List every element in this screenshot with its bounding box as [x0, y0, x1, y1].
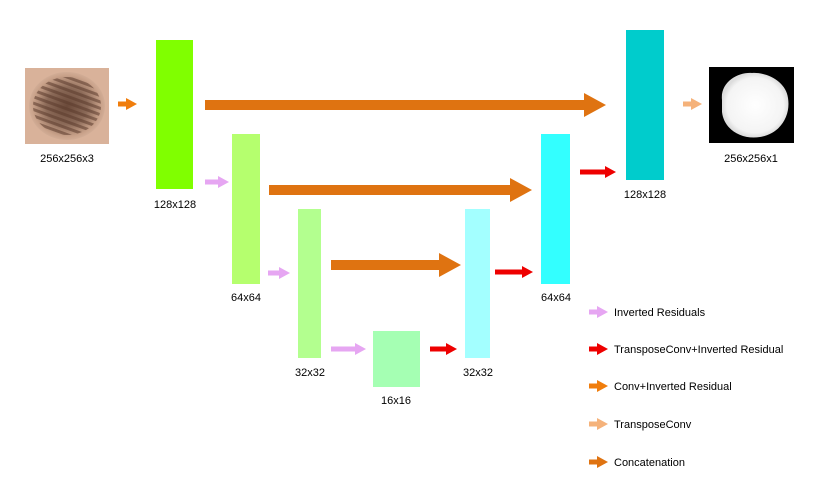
decoder-block-32-label: 32x32	[463, 367, 493, 379]
concatenation-arrow-64	[269, 178, 532, 202]
legend-label-transpose-conv: TransposeConv	[614, 419, 692, 431]
legend-arrow-conv-inverted	[589, 380, 608, 392]
legend-label-conv-inverted: Conv+Inverted Residual	[614, 381, 732, 393]
legend-arrow-transpose-inverted	[589, 343, 608, 355]
legend-label-inverted-residuals: Inverted Residuals	[614, 307, 706, 319]
input-image	[25, 68, 109, 144]
legend-arrow-inverted-residuals	[589, 306, 608, 318]
legend-arrow-concatenation	[589, 456, 608, 468]
transpose-inverted-arrow-1	[430, 343, 457, 355]
decoder-block-128-label: 128x128	[624, 189, 666, 201]
bottleneck-block-16	[373, 331, 420, 387]
legend-label-concatenation: Concatenation	[614, 457, 685, 469]
encoder-block-32	[298, 209, 321, 358]
encoder-block-128	[156, 40, 193, 189]
encoder-block-32-label: 32x32	[295, 367, 325, 379]
inverted-residual-arrow-3	[331, 343, 366, 355]
conv-inverted-arrow-input	[118, 98, 137, 110]
decoder-block-64	[541, 134, 570, 284]
legend: Inverted Residuals TransposeConv+Inverte…	[614, 307, 783, 469]
output-image-label: 256x256x1	[724, 153, 778, 165]
concatenation-arrow-32	[331, 253, 461, 277]
input-image-label: 256x256x3	[40, 153, 94, 165]
decoder-block-32	[465, 209, 490, 358]
inverted-residual-arrow-2	[268, 267, 290, 279]
concatenation-arrow-128	[205, 93, 606, 117]
legend-label-transpose-inverted: TransposeConv+Inverted Residual	[614, 344, 783, 356]
transpose-inverted-arrow-2	[495, 266, 533, 278]
output-mask-image	[709, 67, 794, 143]
legend-arrow-transpose-conv	[589, 418, 608, 430]
encoder-block-128-label: 128x128	[154, 199, 196, 211]
decoder-block-128	[626, 30, 664, 180]
encoder-block-64-label: 64x64	[231, 292, 261, 304]
arrows-layer	[118, 93, 702, 468]
transpose-inverted-arrow-3	[580, 166, 616, 178]
decoder-block-64-label: 64x64	[541, 292, 571, 304]
encoder-block-64	[232, 134, 260, 284]
bottleneck-block-16-label: 16x16	[381, 395, 411, 407]
transpose-conv-arrow-output	[683, 98, 702, 110]
inverted-residual-arrow-1	[205, 176, 229, 188]
